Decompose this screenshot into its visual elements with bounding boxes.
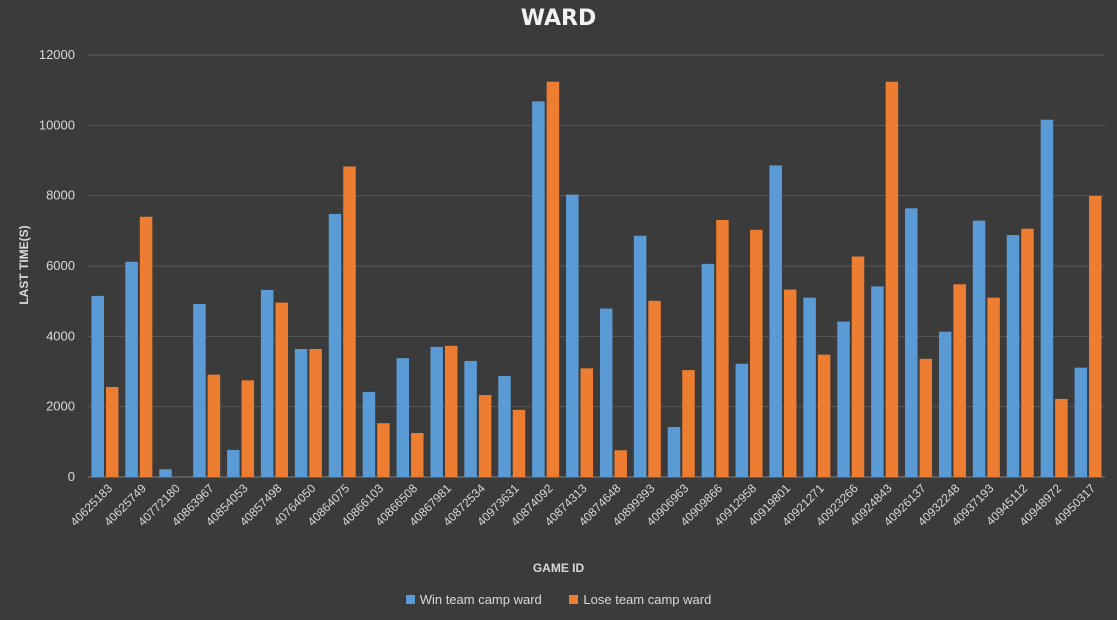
bar-win <box>667 427 681 477</box>
bar-lose <box>309 348 322 477</box>
bar-lose <box>241 380 255 477</box>
bar-win <box>871 286 884 477</box>
legend-swatch-win <box>405 595 415 604</box>
bar-lose <box>275 302 288 477</box>
bar-lose <box>783 289 797 477</box>
bar-win <box>464 360 477 477</box>
bar-win <box>294 348 308 477</box>
bar-lose <box>953 284 966 477</box>
bar-win <box>972 220 986 477</box>
bar-win <box>905 208 918 477</box>
bar-win <box>260 289 274 477</box>
bar-lose <box>580 368 594 477</box>
bar-lose <box>207 374 221 477</box>
bar-lose <box>411 433 424 477</box>
bar-win <box>193 303 206 477</box>
y-tick-label: 6000 <box>46 258 75 273</box>
bar-lose <box>1055 398 1068 477</box>
bar-win <box>701 263 715 477</box>
bar-lose <box>377 423 390 477</box>
bar-lose <box>919 358 933 477</box>
legend-item-win: Win team camp ward <box>405 592 542 607</box>
bar-lose <box>478 395 492 477</box>
bar-lose <box>1021 228 1034 477</box>
legend-swatch-lose <box>569 595 579 604</box>
bar-win <box>362 391 376 477</box>
legend: Win team camp ward Lose team camp ward <box>0 592 1117 607</box>
bar-win <box>803 297 816 477</box>
bar-win <box>430 346 443 477</box>
bar-win <box>498 376 511 477</box>
y-tick-label: 8000 <box>46 188 75 203</box>
y-tick-label: 12000 <box>39 47 75 62</box>
bar-lose <box>851 256 865 477</box>
bar-win <box>1040 119 1054 477</box>
bar-lose <box>716 219 729 477</box>
bar-win <box>1074 367 1088 477</box>
bar-win <box>633 235 647 477</box>
bar-win <box>396 358 410 477</box>
bar-win <box>91 295 104 477</box>
y-tick-label: 10000 <box>39 117 75 132</box>
bar-win <box>125 261 138 477</box>
bar-lose <box>139 216 153 477</box>
bar-win <box>599 308 613 477</box>
bar-lose <box>614 450 627 477</box>
bar-win <box>532 101 545 478</box>
bar-win <box>938 331 952 477</box>
bar-lose <box>987 297 1000 477</box>
bar-win <box>837 321 850 477</box>
chart-title: WARD <box>520 6 597 31</box>
legend-label-win: Win team camp ward <box>419 592 542 607</box>
bar-lose <box>343 166 356 477</box>
legend-item-lose: Lose team camp ward <box>569 592 711 607</box>
bar-win <box>735 363 749 477</box>
bar-lose <box>750 229 763 477</box>
bar-lose <box>817 354 831 477</box>
y-tick-label: 0 <box>68 469 75 484</box>
x-axis-label: GAME ID <box>532 561 585 575</box>
bar-lose <box>512 409 526 477</box>
legend-label-lose: Lose team camp ward <box>583 592 712 607</box>
bar-win <box>769 165 782 477</box>
bar-lose <box>648 300 661 477</box>
bar-win <box>1006 235 1020 477</box>
y-tick-label: 4000 <box>46 328 75 343</box>
bar-win <box>227 449 240 477</box>
bar-lose <box>682 370 695 477</box>
bar-lose <box>546 81 560 477</box>
y-tick-label: 2000 <box>46 399 75 414</box>
bar-lose <box>885 81 899 477</box>
bar-lose <box>444 345 458 477</box>
bar-lose <box>105 386 119 477</box>
bar-win <box>328 213 342 477</box>
bar-win <box>566 194 579 477</box>
bar-lose <box>1089 196 1102 478</box>
bar-win <box>159 469 172 477</box>
